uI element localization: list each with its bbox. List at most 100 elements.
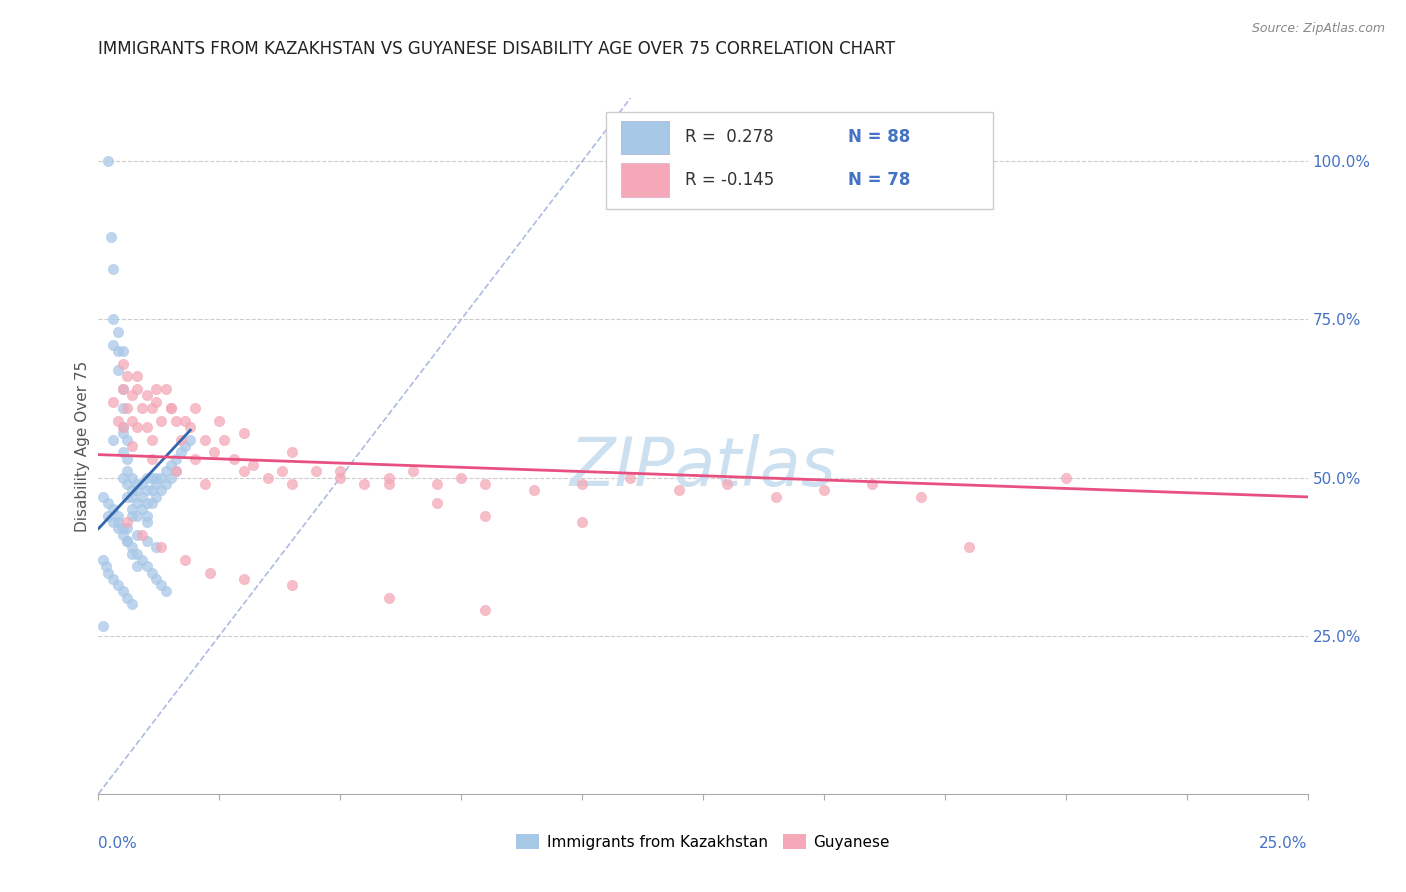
Point <box>127 496 149 510</box>
Point <box>107 344 129 359</box>
Point <box>145 394 167 409</box>
Point <box>107 515 129 529</box>
Point <box>97 566 120 580</box>
Point <box>127 477 149 491</box>
Point <box>174 414 197 428</box>
Point <box>117 433 139 447</box>
Point <box>101 502 124 516</box>
Point <box>141 401 163 415</box>
Point <box>523 483 546 498</box>
Point <box>860 477 883 491</box>
Text: IMMIGRANTS FROM KAZAKHSTAN VS GUYANESE DISABILITY AGE OVER 75 CORRELATION CHART: IMMIGRANTS FROM KAZAKHSTAN VS GUYANESE D… <box>98 40 896 58</box>
Point <box>765 490 787 504</box>
Point <box>619 470 641 484</box>
Point <box>150 483 173 498</box>
Point <box>121 547 143 561</box>
Point <box>91 553 114 567</box>
Point <box>127 369 149 384</box>
Point <box>121 597 143 611</box>
Point <box>353 477 375 491</box>
Point <box>107 578 129 592</box>
Point <box>135 559 157 574</box>
Point <box>169 433 191 447</box>
Point <box>117 521 139 535</box>
Point <box>474 603 496 617</box>
Point <box>127 547 149 561</box>
Point <box>184 451 207 466</box>
Text: 25.0%: 25.0% <box>1260 836 1308 851</box>
Point <box>97 496 120 510</box>
Point <box>145 382 167 396</box>
Point <box>571 477 593 491</box>
Point <box>101 261 124 276</box>
Point <box>208 414 231 428</box>
Point <box>141 483 163 498</box>
Point <box>111 420 134 434</box>
Point <box>160 458 183 472</box>
Point <box>111 470 134 484</box>
Point <box>165 451 187 466</box>
Text: R = -0.145: R = -0.145 <box>685 171 775 189</box>
Point <box>121 483 143 498</box>
Point <box>101 338 124 352</box>
Point <box>716 477 738 491</box>
FancyBboxPatch shape <box>621 120 669 154</box>
Point <box>111 527 134 541</box>
Point <box>127 382 149 396</box>
Point <box>910 490 932 504</box>
Point <box>117 533 139 548</box>
Point <box>121 388 143 402</box>
Point <box>127 508 149 523</box>
Point <box>426 496 449 510</box>
Point <box>174 553 197 567</box>
Point <box>111 382 134 396</box>
Point <box>111 426 134 441</box>
Point <box>111 357 134 371</box>
Point <box>141 566 163 580</box>
Point <box>329 470 352 484</box>
Point <box>117 369 139 384</box>
Point <box>111 382 134 396</box>
Point <box>111 420 134 434</box>
Point <box>141 433 163 447</box>
Point <box>131 553 153 567</box>
Text: R =  0.278: R = 0.278 <box>685 128 773 146</box>
Point <box>377 470 399 484</box>
Point <box>165 464 187 478</box>
Point <box>111 401 134 415</box>
Y-axis label: Disability Age Over 75: Disability Age Over 75 <box>75 360 90 532</box>
Point <box>179 420 201 434</box>
Point <box>91 490 114 504</box>
Point <box>131 490 153 504</box>
Point <box>121 414 143 428</box>
Point <box>184 401 207 415</box>
Point <box>281 477 304 491</box>
Point <box>117 477 139 491</box>
Point <box>305 464 328 478</box>
Point <box>107 414 129 428</box>
Point <box>97 508 120 523</box>
Point <box>474 508 496 523</box>
Point <box>281 578 304 592</box>
Point <box>141 496 163 510</box>
Point <box>107 325 129 339</box>
Point <box>145 572 167 586</box>
Point <box>271 464 294 478</box>
Point <box>426 477 449 491</box>
Point <box>117 515 139 529</box>
Point <box>150 414 173 428</box>
Point <box>127 559 149 574</box>
Point <box>131 527 153 541</box>
FancyBboxPatch shape <box>621 163 669 197</box>
Point <box>571 515 593 529</box>
Point <box>135 388 157 402</box>
Point <box>111 344 134 359</box>
Point <box>194 477 217 491</box>
Point <box>474 477 496 491</box>
Point <box>194 433 217 447</box>
Point <box>377 591 399 605</box>
Point <box>135 515 157 529</box>
Text: ZIPatlas: ZIPatlas <box>569 434 837 500</box>
Point <box>329 464 352 478</box>
Point <box>135 496 157 510</box>
